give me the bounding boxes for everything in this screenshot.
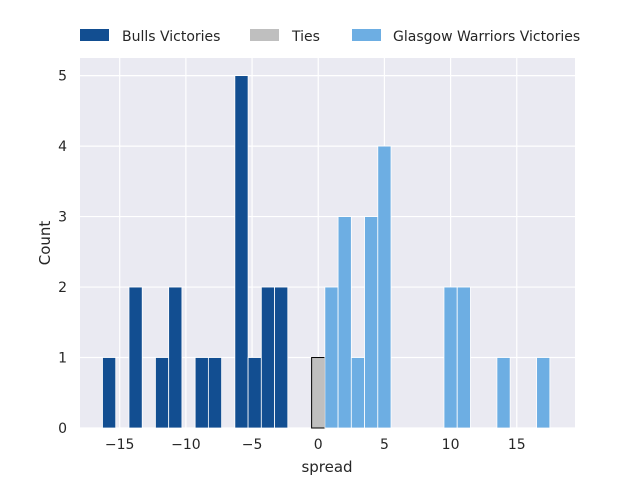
- y-tick-labels: 0 1 2 3 4 5: [58, 69, 67, 437]
- bar-series-0-bin-9: [274, 286, 289, 429]
- y-axis-label: Count: [36, 221, 54, 266]
- bar-series-0-bin-5: [207, 357, 223, 429]
- legend-label-ties: Ties: [291, 29, 320, 45]
- x-tick-label: −10: [171, 437, 201, 453]
- x-tick-label: 10: [442, 437, 460, 453]
- y-tick-label: 5: [58, 69, 67, 85]
- bar-series-0-bin-4: [194, 357, 209, 429]
- bar-series-2-bin-2: [350, 357, 365, 429]
- bar-series-1-bin-0: [311, 357, 326, 429]
- bar-series-0-bin-7: [247, 357, 262, 429]
- bar-series-2-bin-5: [443, 286, 458, 429]
- y-tick-label: 3: [58, 210, 67, 226]
- y-tick-label: 4: [58, 139, 67, 155]
- legend: Bulls Victories Ties Glasgow Warriors Vi…: [80, 29, 580, 45]
- bar-series-2-bin-8: [536, 357, 551, 429]
- bar-series-2-bin-3: [364, 216, 379, 429]
- x-tick-label: −15: [105, 437, 135, 453]
- x-tick-label: 0: [314, 437, 323, 453]
- bar-series-0-bin-1: [128, 286, 143, 429]
- y-tick-label: 0: [58, 421, 67, 437]
- x-tick-label: −5: [242, 437, 263, 453]
- x-axis-label: spread: [301, 458, 352, 476]
- legend-swatch-ties: [250, 29, 279, 41]
- x-tick-label: 15: [508, 437, 526, 453]
- bar-series-0-bin-0: [102, 357, 117, 429]
- bar-series-2-bin-0: [324, 286, 339, 429]
- legend-swatch-bulls: [80, 29, 109, 41]
- x-tick-labels: −15 −10 −5 0 5 10 15: [105, 437, 526, 453]
- bar-series-0-bin-6: [234, 75, 249, 429]
- bar-series-0-bin-3: [168, 286, 183, 429]
- bar-series-2-bin-6: [456, 286, 471, 429]
- x-tick-label: 5: [380, 437, 389, 453]
- bars: [102, 75, 551, 429]
- bar-series-2-bin-1: [337, 216, 352, 429]
- legend-label-bulls: Bulls Victories: [122, 29, 220, 45]
- legend-label-glasgow: Glasgow Warriors Victories: [393, 29, 580, 45]
- y-tick-label: 2: [58, 280, 67, 296]
- bar-series-2-bin-7: [496, 357, 511, 429]
- bar-series-0-bin-2: [155, 357, 170, 429]
- y-tick-label: 1: [58, 351, 67, 367]
- bar-series-2-bin-4: [377, 145, 392, 429]
- bar-series-0-bin-8: [260, 286, 275, 429]
- legend-swatch-glasgow: [352, 29, 381, 41]
